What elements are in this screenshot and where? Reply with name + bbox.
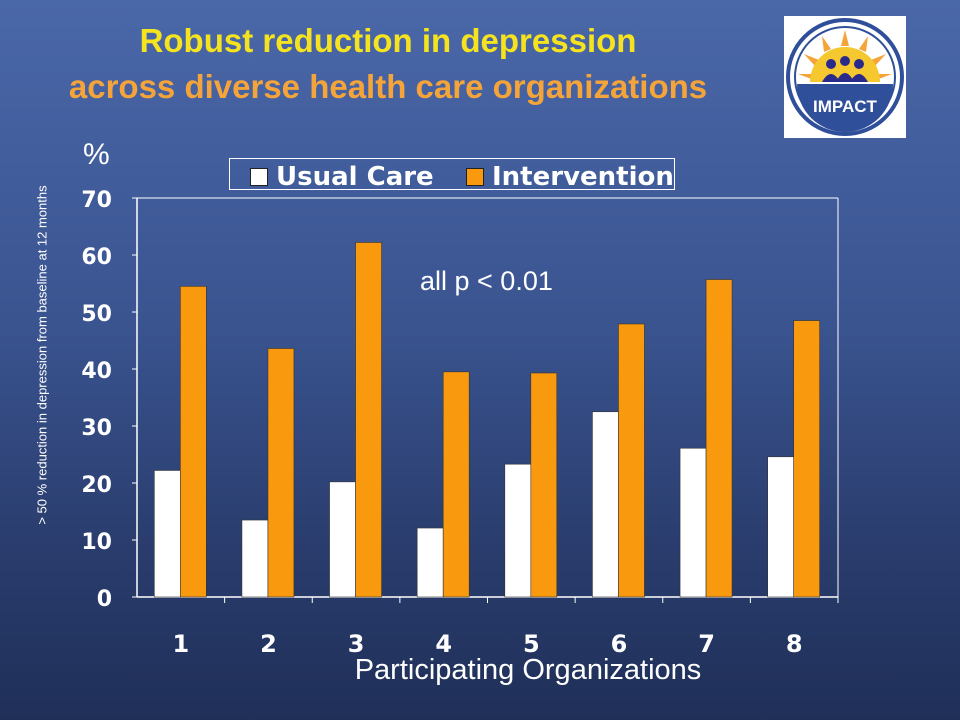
x-tick-label: 1 xyxy=(172,630,189,658)
legend-label-intervention: Intervention xyxy=(492,162,674,192)
legend-item-intervention: Intervention xyxy=(466,162,674,192)
x-tick-label: 4 xyxy=(435,630,452,658)
legend-item-usual-care: Usual Care xyxy=(250,162,434,192)
bar-usual-care-2 xyxy=(241,519,269,598)
y-tick-label: 30 xyxy=(81,416,112,441)
bar-intervention-4 xyxy=(442,371,470,598)
bar-usual-care-6 xyxy=(592,411,619,598)
y-tick-label: 20 xyxy=(81,473,112,498)
bar-intervention-6 xyxy=(618,323,645,598)
slide-title-line2: across diverse health care organizations xyxy=(68,68,708,105)
y-tick-label: 0 xyxy=(97,587,112,612)
bar-intervention-3 xyxy=(355,242,382,598)
x-tick-label: 2 xyxy=(260,630,277,658)
impact-logo: IMPACT xyxy=(784,16,906,138)
bar-usual-care-7 xyxy=(679,447,707,598)
x-tick-label: 5 xyxy=(523,630,540,658)
bar-usual-care-5 xyxy=(504,463,532,598)
y-tick-label: 50 xyxy=(81,302,112,327)
x-tick-label: 6 xyxy=(611,630,628,658)
x-axis-label: Participating Organizations xyxy=(354,654,702,686)
y-tick-label: 60 xyxy=(81,245,112,270)
y-tick-label: 40 xyxy=(81,359,112,384)
x-tick-label: 7 xyxy=(698,630,715,658)
bar-intervention-1 xyxy=(180,286,207,598)
chart-annotation: all p < 0.01 xyxy=(420,266,553,296)
impact-logo-graphic: IMPACT xyxy=(786,18,904,136)
bar-usual-care-1 xyxy=(154,470,181,598)
legend-swatch-usual-care xyxy=(250,168,268,186)
bar-usual-care-8 xyxy=(767,456,794,598)
slide-title-line1: Robust reduction in depression xyxy=(139,22,637,59)
bar-intervention-5 xyxy=(530,372,558,598)
legend-swatch-intervention xyxy=(466,168,484,186)
bar-intervention-7 xyxy=(705,279,733,598)
x-tick-label: 3 xyxy=(348,630,365,658)
legend-label-usual-care: Usual Care xyxy=(276,162,434,192)
bar-intervention-2 xyxy=(267,348,295,598)
chart-legend: Usual Care Intervention xyxy=(229,158,675,192)
bar-intervention-8 xyxy=(793,320,820,598)
bar-usual-care-3 xyxy=(329,481,356,598)
y-tick-label: 70 xyxy=(81,188,112,213)
y-unit-label: % xyxy=(83,138,110,171)
bar-usual-care-4 xyxy=(416,527,444,598)
logo-text: IMPACT xyxy=(813,97,878,116)
y-tick-label: 10 xyxy=(81,530,112,555)
x-tick-label: 8 xyxy=(786,630,803,658)
